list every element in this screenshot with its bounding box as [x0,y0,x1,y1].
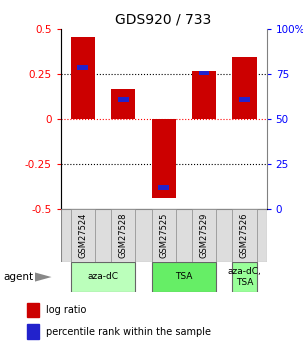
Bar [27,303,39,317]
Text: aza-dC,
TSA: aza-dC, TSA [228,267,261,287]
FancyBboxPatch shape [232,262,257,292]
Bar [232,57,257,119]
Bar [192,71,216,119]
FancyBboxPatch shape [192,209,216,262]
Bar [239,98,250,102]
Bar [158,185,169,190]
FancyBboxPatch shape [152,262,216,292]
Text: aza-dC: aza-dC [88,272,118,282]
Text: TSA: TSA [175,272,192,282]
Text: GSM27528: GSM27528 [119,213,128,258]
Polygon shape [35,273,52,282]
Text: agent: agent [3,272,33,282]
Text: GSM27525: GSM27525 [159,213,168,258]
Text: GSM27529: GSM27529 [199,213,208,258]
FancyBboxPatch shape [71,209,95,262]
FancyBboxPatch shape [71,262,135,292]
Text: GSM27526: GSM27526 [240,213,249,258]
Bar [198,71,209,75]
FancyBboxPatch shape [61,209,267,262]
Bar [118,97,129,102]
Bar [71,37,95,119]
Bar [111,89,135,119]
Text: GDS920 / 733: GDS920 / 733 [115,12,212,26]
FancyBboxPatch shape [232,209,257,262]
Text: log ratio: log ratio [46,305,86,315]
Bar [27,324,39,339]
Bar [152,119,176,198]
Bar [77,65,88,70]
FancyBboxPatch shape [111,209,135,262]
FancyBboxPatch shape [152,209,176,262]
Text: percentile rank within the sample: percentile rank within the sample [46,327,211,337]
Text: GSM27524: GSM27524 [78,213,87,258]
